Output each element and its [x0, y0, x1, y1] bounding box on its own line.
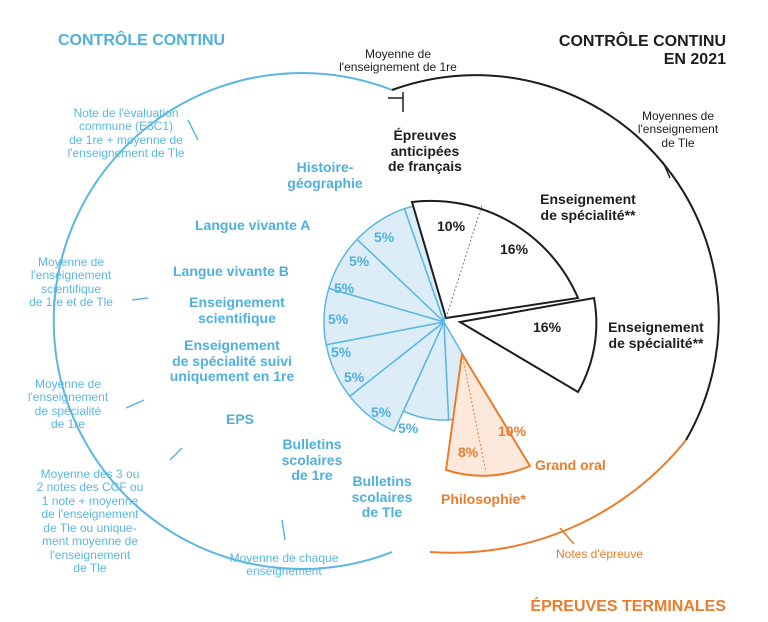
pct-specialite-2: 16% — [533, 319, 562, 335]
wedge-eps — [348, 321, 445, 433]
label-bulletins-premiere: Bulletins scolaires de 1re — [281, 436, 343, 484]
label-philosophie: Philosophie* — [441, 491, 526, 507]
annotation-scientifique: Moyenne de l'enseignement scientifique d… — [29, 255, 113, 310]
annotation-specialite: Moyenne de l'enseignement de spécialité … — [27, 377, 109, 432]
label-enseignement-scientifique: Enseignement scientifique — [189, 294, 285, 326]
sector-dark-outline — [410, 199, 580, 320]
pct-scientifique: 5% — [328, 311, 349, 327]
label-histoire-geographie: Histoire- géographie — [287, 159, 363, 191]
pct-eps: 5% — [344, 369, 365, 385]
heading-controle-continu-left: CONTRÔLE CONTINU — [58, 32, 226, 49]
label-epreuves-francais: Épreuves anticipées de français — [388, 127, 462, 175]
label-eps: EPS — [226, 411, 255, 427]
outer-circle-blue-arc — [52, 72, 393, 570]
label-langue-vivante-a: Langue vivante A — [195, 217, 311, 233]
annotation-notes-epreuve: Notes d'épreuve — [556, 547, 644, 561]
pct-specialite-1: 16% — [500, 241, 529, 257]
annotation-ccf: Moyenne des 3 ou 2 notes des CCF ou 1 no… — [36, 467, 144, 576]
sector-specialite-2 — [457, 296, 598, 394]
pct-langue-b: 5% — [334, 280, 355, 296]
pct-grand-oral: 10% — [498, 423, 527, 439]
leader-ticks — [125, 92, 671, 545]
pct-bulletins-premiere: 5% — [371, 404, 392, 420]
annotation-moyennes-tle: Moyennes de l'enseignement de Tle — [637, 109, 719, 150]
outer-circle-dark-arc — [391, 74, 720, 441]
heading-epreuves-terminales: ÉPREUVES TERMINALES — [530, 598, 726, 615]
annotation-moyenne-premiere: Moyenne de l'enseignement de 1re — [339, 47, 457, 75]
label-bulletins-tle: Bulletins scolaires de Tle — [351, 473, 413, 521]
label-specialite-2: Enseignement de spécialité** — [608, 319, 704, 351]
label-langue-vivante-b: Langue vivante B — [173, 263, 289, 279]
pct-bulletins-tle: 5% — [398, 420, 419, 436]
annotation-moyenne-chaque: Moyenne de chaque enseignement — [229, 551, 339, 579]
pct-histoire: 5% — [374, 229, 395, 245]
label-specialite-premiere: Enseignement de spécialité suivi uniquem… — [169, 337, 295, 385]
sector-philo — [444, 351, 532, 477]
pct-philosophie: 8% — [458, 444, 479, 460]
label-specialite-1: Enseignement de spécialité** — [540, 191, 636, 223]
label-grand-oral: Grand oral — [535, 457, 606, 473]
divider-philo-oral — [461, 353, 487, 473]
pct-langue-a: 5% — [349, 253, 370, 269]
heading-controle-continu-2021: CONTRÔLE CONTINU EN 2021 — [558, 33, 726, 68]
pct-specialite-premiere: 5% — [331, 344, 352, 360]
pct-francais: 10% — [437, 218, 466, 234]
outer-circle-orange-arc — [429, 439, 687, 554]
annotation-e3c1: Note de l'évaluation commune (E3C1) de 1… — [67, 106, 185, 161]
